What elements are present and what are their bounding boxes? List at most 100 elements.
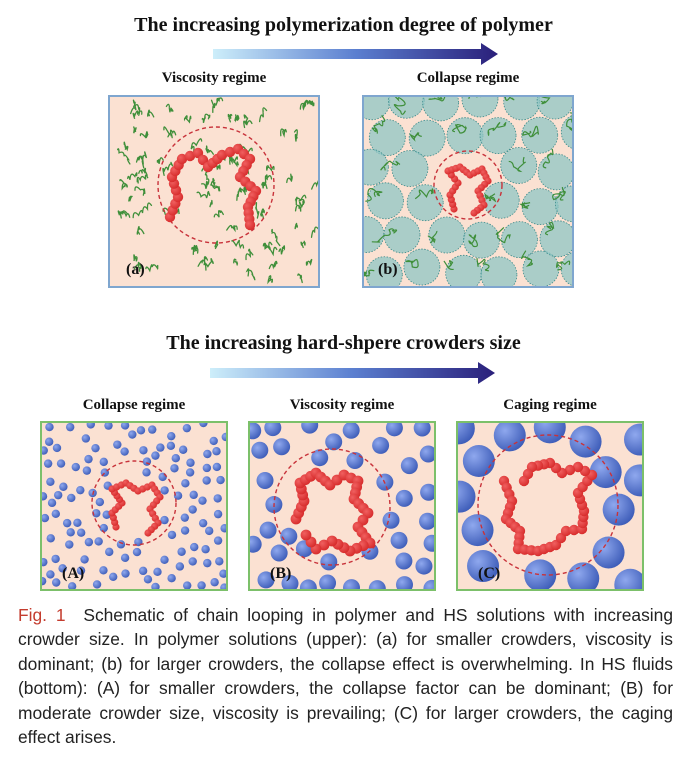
hard-sphere-crowder [624,423,642,456]
hard-sphere-crowder [67,493,76,503]
hard-sphere-crowder [105,547,114,557]
hard-sphere-crowder [175,562,185,571]
crowder-coil [311,179,318,190]
crowder-coil [259,208,265,219]
hard-sphere-crowder [273,438,291,456]
crowder-coil [212,177,220,192]
hard-sphere-crowder [423,534,434,552]
hard-sphere-crowder [45,423,54,432]
hard-sphere-crowder [116,540,126,549]
crowder-coil-shell [461,97,499,118]
crowder-coil [264,244,278,257]
polymer-bead [318,539,330,551]
hard-sphere-crowder [213,494,222,503]
crowder-coil [522,125,539,138]
crowder-coil [428,97,446,102]
panel-a-tag: (a) [126,261,145,278]
hard-sphere-crowder [80,555,89,564]
hard-sphere-crowder [259,521,277,539]
crowder-coil [294,222,299,230]
crowder-coil [201,113,211,123]
crowder-coil [210,99,216,114]
hard-sphere-crowder [569,425,602,458]
hard-sphere-crowder [342,423,360,439]
crowder-coil [214,240,219,250]
crowder-coil-shell [403,248,441,286]
crowder-coil [371,115,386,134]
hard-sphere-crowder [458,480,476,513]
hard-sphere-crowder [65,423,75,432]
caption-body: Schematic of chain looping in polymer an… [18,605,673,748]
hard-sphere-crowder [220,524,226,533]
hard-sphere-crowder [185,468,195,477]
crowder-coil [137,151,148,160]
hard-sphere-crowder [462,445,495,478]
hard-sphere-crowder [43,459,53,468]
crowder-coil [205,145,214,155]
crowder-coil-shell [480,256,518,286]
hard-sphere-crowder [167,431,176,441]
hard-sphere-crowder [51,509,60,519]
crowder-coil [243,120,253,129]
crowder-coil [119,179,128,191]
hard-sphere-crowder [197,581,206,589]
hard-sphere-crowder [204,526,214,536]
hard-sphere-crowder [136,426,146,435]
crowder-coil-shell [463,221,500,259]
hard-sphere-crowder [493,423,526,452]
crowder-coil-shell [364,97,391,121]
hard-sphere-crowder [42,576,47,586]
crowder-coil [405,259,419,269]
crowder-coil [209,199,213,208]
crowder-coil [156,157,164,165]
crowder-coil [280,128,287,138]
panel-A-tag: (A) [62,565,85,582]
hard-sphere-crowder [202,476,211,485]
bottom-row-title: The increasing hard-shpere crowders size [166,332,521,354]
hard-sphere-crowder [156,443,165,452]
hard-sphere-crowder [213,536,223,545]
crowder-coil-shell [368,119,406,156]
hard-sphere-crowder [151,451,160,460]
crowder-coil [162,161,174,177]
hard-sphere-crowder [143,575,153,584]
crowder-coil [165,103,174,113]
crowder-coil [519,202,531,209]
crowder-coil-shell [446,117,484,155]
polymer-bead [470,209,478,217]
panel-C-tag: (C) [478,565,501,582]
crowder-coil [299,99,310,111]
crowder-coil [409,131,422,142]
crowder-coil [555,260,571,271]
hard-sphere-crowder [189,490,198,500]
hard-sphere-crowder [301,423,319,434]
crowder-coil [117,148,131,165]
hard-sphere-crowder [158,472,167,482]
crowder-coil [123,141,129,152]
polymer-bead [572,461,584,473]
hard-sphere-crowder [92,580,102,589]
bottom-gradient-arrow [210,362,495,384]
hard-sphere-crowder [46,570,55,579]
crowder-coil-shell [479,117,517,155]
crowder-coil [136,226,145,235]
hard-sphere-crowder [415,557,433,575]
crowder-coil [203,257,214,271]
hard-sphere-crowder [458,423,475,445]
crowder-coil [365,188,383,202]
hard-sphere-crowder [138,566,148,576]
crowder-coil [136,174,149,184]
hard-sphere-crowder [210,578,219,587]
hard-sphere-crowder [67,582,77,589]
hard-sphere-crowder [186,458,195,467]
crowder-coil [495,227,511,244]
hard-sphere-crowder [203,449,212,459]
hard-sphere-crowder [81,434,91,443]
panel-B-tag: (B) [270,565,292,582]
panel-C-caging: (C) [456,421,644,591]
hard-sphere-crowder [319,574,337,589]
hard-sphere-crowder [221,432,226,442]
hard-sphere-crowder [139,446,148,455]
crowder-coil-shell [387,97,425,119]
crowder-coil [139,131,149,139]
